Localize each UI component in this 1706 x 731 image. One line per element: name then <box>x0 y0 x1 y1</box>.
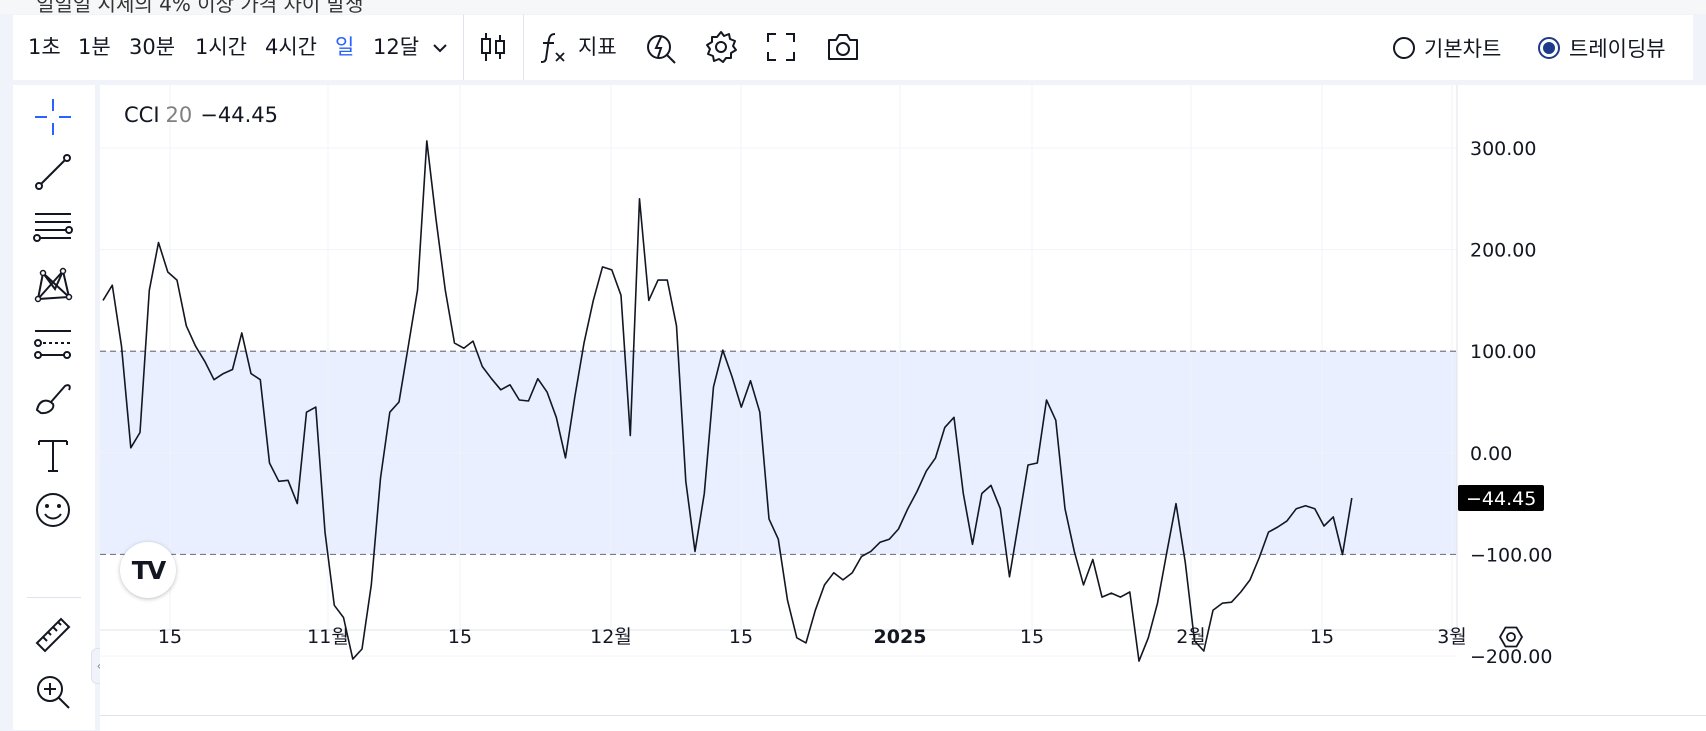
fib-icon[interactable] <box>33 208 73 248</box>
alert-icon[interactable] <box>643 29 679 65</box>
y-tick-label: 100.00 <box>1470 341 1536 363</box>
timeframe-30m[interactable]: 30분 <box>129 35 176 59</box>
x-tick-label: 15 <box>1310 626 1334 648</box>
x-tick-label: 15 <box>1020 626 1044 648</box>
radio-basic-chart-dot[interactable] <box>1393 36 1415 59</box>
cci-chart[interactable]: 300.00 200.00 100.00 0.00 −100.00 −200.00 −44.… <box>100 85 1706 715</box>
fx-icon[interactable] <box>535 29 571 65</box>
chevron-down-icon[interactable] <box>429 37 451 59</box>
drawing-tools-sidebar <box>13 85 95 730</box>
radio-basic-chart[interactable]: 기본차트 <box>1393 15 1501 80</box>
indicator-value: −44.45 <box>200 103 278 127</box>
y-tick-label: −100.00 <box>1470 544 1552 566</box>
radio-tradingview[interactable]: 트레이딩뷰 <box>1538 15 1666 80</box>
x-tick-label: 15 <box>158 626 182 648</box>
chart-bottom-border <box>100 715 1706 731</box>
timeframe-day[interactable]: 일 <box>335 35 355 59</box>
top-strip: 일일일 시세의 4% 이상 가격 차이 발생 <box>0 0 1706 14</box>
indicators-button[interactable]: 지표 <box>578 35 617 59</box>
indicator-name: CCI <box>124 103 160 127</box>
crosshair-icon[interactable] <box>33 97 73 137</box>
radio-basic-chart-label: 기본차트 <box>1424 36 1502 61</box>
radio-tradingview-label: 트레이딩뷰 <box>1569 36 1666 61</box>
x-tick-label: 11월 <box>307 626 349 648</box>
x-tick-label: 2025 <box>874 626 927 648</box>
chart-area[interactable]: 300.00 200.00 100.00 0.00 −100.00 −200.00 −44.… <box>100 85 1706 715</box>
sidebar-divider <box>27 597 81 598</box>
camera-icon[interactable] <box>825 29 861 65</box>
candles-icon[interactable] <box>475 29 511 65</box>
indicator-legend: CCI 20 −44.45 <box>124 103 278 127</box>
axis-settings-hex <box>1498 626 1524 648</box>
radio-tradingview-dot[interactable] <box>1538 36 1560 59</box>
trend-line-icon[interactable] <box>33 152 73 192</box>
pattern-icon[interactable] <box>33 265 73 305</box>
brush-icon[interactable] <box>33 380 73 420</box>
emoji-icon[interactable] <box>33 490 73 530</box>
top-strip-text: 일일일 시세의 4% 이상 가격 차이 발생 <box>36 0 364 14</box>
y-tick-label: 200.00 <box>1470 240 1536 262</box>
x-tick-label: 2월 <box>1176 626 1206 648</box>
cci-line <box>102 140 1353 662</box>
top-toolbar: 1초 1분 30분 1시간 4시간 일 12달 지표 기본차트 트레이딩뷰 <box>13 15 1693 80</box>
timeframe-4h[interactable]: 4시간 <box>265 35 318 59</box>
x-tick-label: 15 <box>729 626 753 648</box>
x-tick-label: 15 <box>448 626 472 648</box>
toolbar-divider <box>523 15 524 80</box>
text-icon[interactable] <box>33 435 73 475</box>
axis-settings-center <box>1506 632 1516 642</box>
y-tick-label: 300.00 <box>1470 138 1536 160</box>
toolbar-divider <box>463 15 464 80</box>
prediction-icon[interactable] <box>33 323 73 363</box>
ruler-icon[interactable] <box>33 615 73 655</box>
last-value-label: −44.45 <box>1466 488 1536 510</box>
indicator-period: 20 <box>165 103 193 127</box>
y-tick-label: −200.00 <box>1470 646 1552 668</box>
last-value-badge <box>1458 485 1544 512</box>
timeframe-1m[interactable]: 1분 <box>78 35 111 59</box>
zoom-in-icon[interactable] <box>33 672 73 712</box>
x-tick-label: 12월 <box>590 626 632 648</box>
timeframe-12mo[interactable]: 12달 <box>373 35 420 59</box>
timeframe-1s[interactable]: 1초 <box>28 35 61 59</box>
timeframe-1h[interactable]: 1시간 <box>195 35 248 59</box>
axis-settings-icon[interactable] <box>1498 626 1524 648</box>
gear-icon[interactable] <box>703 29 739 65</box>
y-tick-label: 0.00 <box>1470 443 1512 465</box>
x-tick-label: 3월 <box>1437 626 1467 648</box>
tradingview-logo[interactable]: TV <box>120 542 176 598</box>
tradingview-logo-mark: TV <box>131 555 166 585</box>
fullscreen-icon[interactable] <box>763 29 799 65</box>
